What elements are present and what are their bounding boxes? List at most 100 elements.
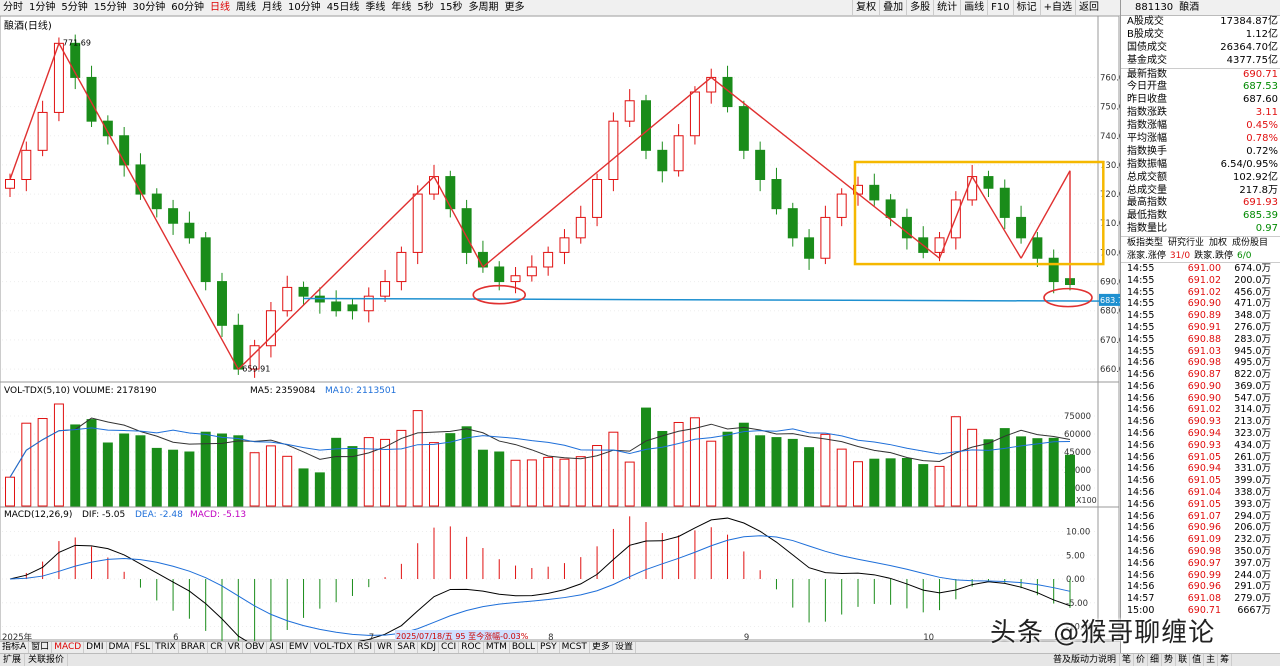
indicator-tab-13[interactable]: VOL-TDX: [311, 642, 356, 653]
period-tab-12[interactable]: 年线: [391, 2, 412, 13]
info-label: 昨日收盘: [1127, 94, 1167, 106]
quote-tab-4[interactable]: 联: [1176, 654, 1191, 666]
indicator-tab-24[interactable]: 更多: [590, 642, 613, 653]
tool-button-7[interactable]: +自选: [1039, 0, 1075, 15]
indicator-tab-2[interactable]: MACD: [52, 642, 85, 653]
volume-bar: [575, 456, 586, 507]
board-cell-2[interactable]: 加权: [1209, 238, 1228, 249]
candle-body: [999, 187, 1010, 218]
period-tab-4[interactable]: 30分钟: [132, 2, 166, 13]
board-cell-3[interactable]: 成份股目: [1232, 238, 1269, 249]
indicator-tab-21[interactable]: BOLL: [510, 642, 539, 653]
indicator-tab-11[interactable]: ASI: [267, 642, 287, 653]
candle-body: [967, 176, 978, 201]
tool-button-4[interactable]: 画线: [960, 0, 987, 15]
indicator-tab-15[interactable]: WR: [375, 642, 396, 653]
indicator-tab-6[interactable]: TRIX: [153, 642, 179, 653]
indicator-tab-8[interactable]: CR: [208, 642, 226, 653]
volume-bar: [804, 447, 815, 507]
quote-panel: 881130 酿酒 A股成交 17384.87亿 B股成交 1.12亿 国债成交 2636…: [1120, 0, 1280, 666]
tool-button-6[interactable]: 标记: [1012, 0, 1040, 15]
rise-fall-row: 涨家.涨停 31/0 跌家.跌停 6/0: [1121, 250, 1280, 263]
quote-tab-7[interactable]: 筹: [1218, 654, 1233, 666]
candle-body: [184, 222, 195, 239]
quote-tab-3[interactable]: 势: [1162, 654, 1177, 666]
indicator-tab-25[interactable]: 设置: [613, 642, 636, 653]
period-tab-14[interactable]: 15秒: [439, 2, 463, 13]
tick-time: 14:56: [1127, 534, 1155, 546]
candle-body: [119, 135, 130, 166]
tick-volume: 945.0万: [1234, 345, 1271, 357]
period-tab-11[interactable]: 季线: [365, 2, 386, 13]
period-tab-8[interactable]: 月线: [261, 2, 282, 13]
tool-button-5[interactable]: F10: [987, 0, 1012, 15]
info-value: 687.60: [1243, 94, 1278, 106]
info-label: 基金成交: [1127, 54, 1167, 66]
board-cell-1[interactable]: 研究行业: [1168, 238, 1205, 249]
tick-row: 14:56 691.07 294.0万: [1121, 511, 1280, 523]
date-label: 6: [173, 633, 178, 641]
indicator-tab-19[interactable]: ROC: [459, 642, 484, 653]
volume-bar: [918, 464, 929, 507]
tool-button-2[interactable]: 多股: [906, 0, 933, 15]
tick-price: 691.02: [1187, 286, 1221, 298]
indicator-tab-12[interactable]: EMV: [287, 642, 312, 653]
period-tab-0[interactable]: 分时: [3, 2, 23, 13]
period-tab-7[interactable]: 周线: [235, 2, 256, 13]
indicator-tab-7[interactable]: BRAR: [179, 642, 209, 653]
quote-tab-2[interactable]: 细: [1148, 654, 1163, 666]
candle-body: [738, 106, 749, 151]
quote-tab-6[interactable]: 主: [1204, 654, 1219, 666]
tick-price: 690.93: [1187, 416, 1221, 428]
tick-row: 14:55 691.03 945.0万: [1121, 346, 1280, 358]
indicator-tab-16[interactable]: SAR: [395, 642, 419, 653]
candle-body: [608, 120, 619, 181]
quote-tab-5[interactable]: 值: [1190, 654, 1205, 666]
candle-body: [347, 304, 358, 312]
period-tab-16[interactable]: 更多: [504, 2, 525, 13]
period-tab-5[interactable]: 60分钟: [171, 2, 204, 13]
period-tab-15[interactable]: 多周期: [468, 2, 499, 13]
indicator-tab-20[interactable]: MTM: [484, 642, 510, 653]
tool-button-8[interactable]: 返回: [1075, 0, 1102, 15]
info-label: 最高指数: [1127, 197, 1167, 209]
tool-button-0[interactable]: 复权: [852, 0, 879, 15]
status-item-1[interactable]: 关联报价: [25, 654, 69, 666]
period-tab-9[interactable]: 10分钟: [287, 2, 321, 13]
indicator-tab-10[interactable]: OBV: [243, 642, 268, 653]
info-label: 指数换手: [1127, 145, 1167, 157]
low-label: 659.91: [242, 364, 270, 373]
tool-button-1[interactable]: 叠加: [879, 0, 906, 15]
indicator-tab-4[interactable]: DMA: [107, 642, 133, 653]
status-help[interactable]: 普及版动力说明: [1050, 654, 1120, 666]
indicator-tab-14[interactable]: RSI: [355, 642, 376, 653]
indicator-tab-9[interactable]: VR: [226, 642, 244, 653]
info-label: 总成交量: [1127, 184, 1167, 196]
kline-chart[interactable]: 酿酒(日线) 760.0 750.0 740.0 730.0 720.0 710.0 700.…: [0, 16, 1120, 641]
tick-volume: 314.0万: [1234, 404, 1271, 416]
indicator-tab-23[interactable]: MCST: [560, 642, 590, 653]
indicator-tab-18[interactable]: CCI: [439, 642, 460, 653]
indicator-tab-3[interactable]: DMI: [84, 642, 107, 653]
indicator-tab-5[interactable]: FSL: [132, 642, 154, 653]
trend-line: [1020, 170, 1071, 259]
quote-tab-1[interactable]: 价: [1134, 654, 1149, 666]
period-tab-10[interactable]: 45日线: [326, 2, 360, 13]
indicator-tab-22[interactable]: PSY: [538, 642, 560, 653]
quote-tab-0[interactable]: 笔: [1120, 654, 1135, 666]
period-tab-2[interactable]: 5分钟: [61, 2, 88, 13]
tool-button-3[interactable]: 统计: [933, 0, 960, 15]
period-tab-6[interactable]: 日线: [209, 2, 230, 13]
period-tab-1[interactable]: 1分钟: [29, 2, 56, 13]
period-tab-3[interactable]: 15分钟: [93, 2, 127, 13]
info-label: 平均涨幅: [1127, 133, 1167, 145]
status-item-0[interactable]: 扩展: [0, 654, 26, 666]
indicator-tab-1[interactable]: 窗口: [29, 642, 53, 653]
tick-list[interactable]: 14:55 691.00 674.0万 14:55 691.02 200.0万 14:55 6…: [1121, 263, 1280, 617]
indicator-tab-0[interactable]: 指标A: [0, 642, 30, 653]
volume-bar: [1065, 454, 1075, 507]
indicator-tab-17[interactable]: KDJ: [418, 642, 439, 653]
period-tab-13[interactable]: 5秒: [417, 2, 434, 13]
volume-bar: [967, 428, 978, 507]
info-row: 国债成交 26364.70亿: [1121, 42, 1280, 55]
